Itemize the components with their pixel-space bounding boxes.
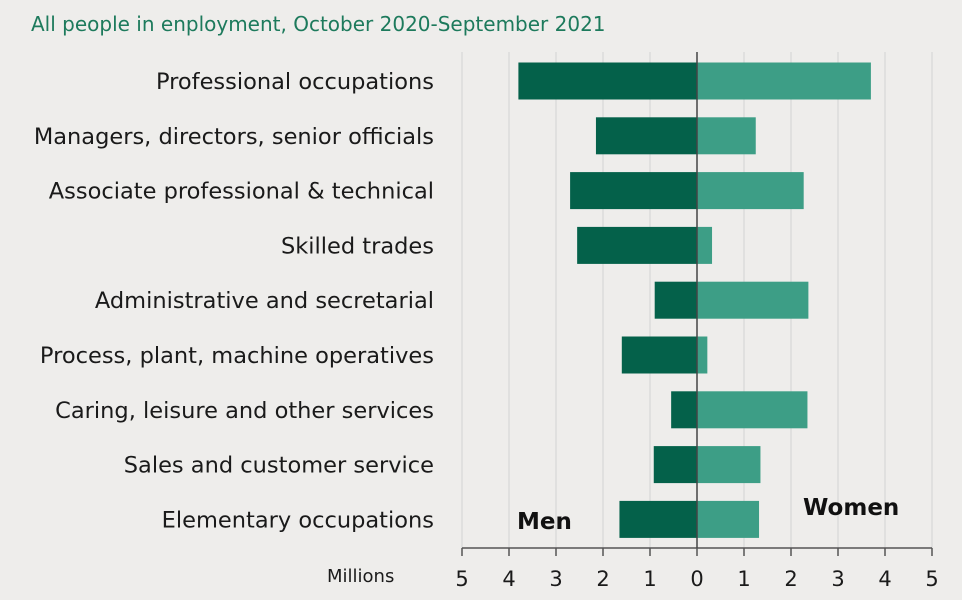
category-label: Process, plant, machine operatives [40,343,434,369]
men-side-label: Men [517,509,572,535]
category-label: Sales and customer service [124,453,434,479]
category-label: Professional occupations [156,69,434,95]
bar-women [697,172,804,210]
category-label: Associate professional & technical [49,179,434,205]
x-tick-label: 0 [690,567,703,591]
bar-women [697,446,761,484]
x-tick-label: 3 [549,567,562,591]
x-tick-label: 4 [502,567,515,591]
bar-men [570,172,697,210]
category-label: Skilled trades [281,233,434,259]
category-label: Caring, leisure and other services [55,398,434,424]
women-side-label: Women [803,495,899,521]
bar-women [697,62,871,100]
category-label: Elementary occupations [162,507,434,533]
x-tick-label: 5 [925,567,938,591]
bar-men [654,281,697,319]
bar-women [697,500,760,538]
bar-women [697,226,713,264]
x-axis-title: Millions [327,566,394,587]
bar-women [697,391,808,429]
bar-women [697,117,756,155]
bar-women [697,281,809,319]
x-tick-label: 3 [831,567,844,591]
x-tick-label: 2 [784,567,797,591]
x-tick-label: 1 [737,567,750,591]
bar-men [671,391,697,429]
category-label: Managers, directors, senior officials [34,124,434,150]
bar-women [697,336,708,374]
x-axis: 5 4 3 2 1 0 1 2 3 4 5 [455,547,939,591]
bars [518,62,871,538]
x-tick-label: 2 [596,567,609,591]
x-tick-label: 1 [643,567,656,591]
category-labels: Professional occupations Managers, direct… [34,69,434,533]
bar-men [518,62,697,100]
bar-men [653,446,697,484]
bar-men [577,226,697,264]
x-tick-label: 5 [455,567,468,591]
category-label: Administrative and secretarial [95,288,434,314]
chart-subtitle: All people in enployment, October 2020-S… [31,12,606,36]
bar-men [619,500,697,538]
bar-men [621,336,697,374]
bar-men [595,117,697,155]
x-tick-label: 4 [878,567,891,591]
